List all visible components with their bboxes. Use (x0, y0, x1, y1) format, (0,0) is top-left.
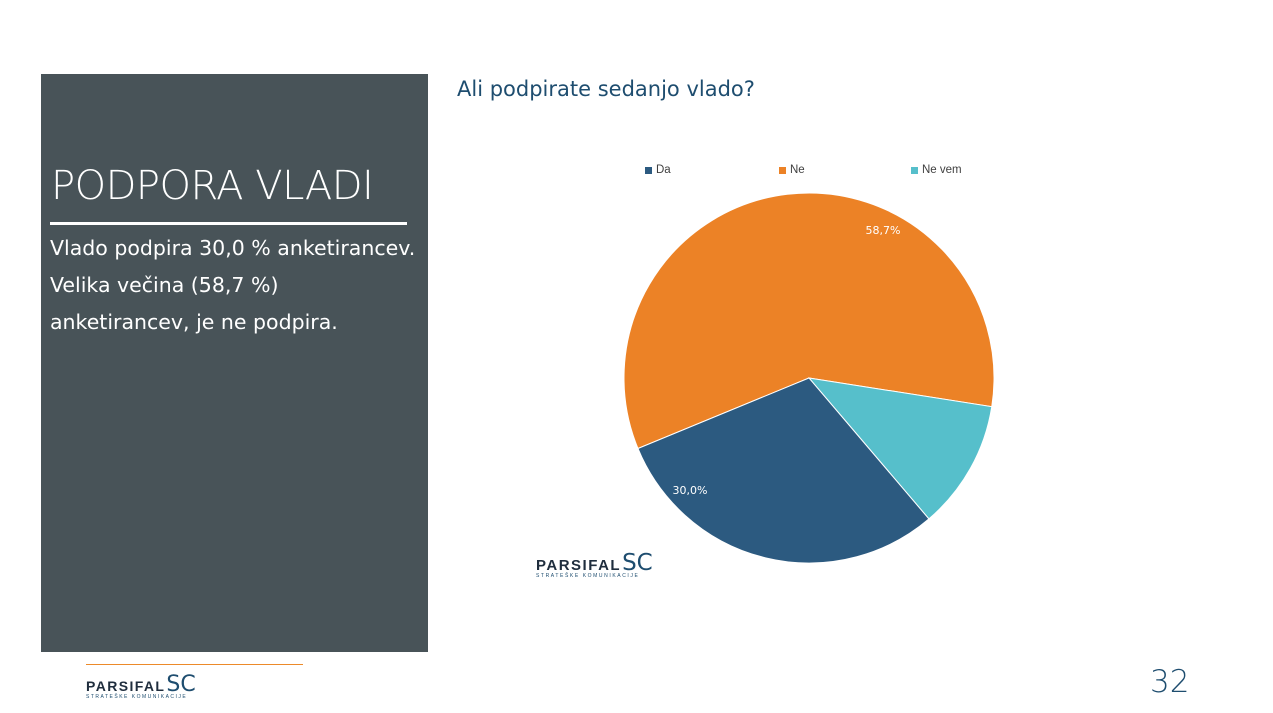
slice-ne-vem (807, 377, 993, 520)
chart-logo: PARSIFAL SC STRATEŠKE KOMUNIKACIJE (536, 550, 653, 580)
logo-tagline: STRATEŠKE KOMUNIKACIJE (86, 694, 188, 700)
legend-item-da: Da (645, 164, 671, 176)
logo-wordmark: PARSIFAL (536, 557, 622, 574)
label-da: 30,0% (673, 484, 708, 497)
legend-label: Ne vem (922, 164, 962, 176)
slice-da (637, 377, 930, 564)
panel-title: PODPORA VLADI (51, 163, 374, 209)
footer-divider (86, 664, 303, 665)
page-number: 32 (1150, 664, 1190, 700)
footer-logo: PARSIFAL SC STRATEŠKE KOMUNIKACIJE (86, 672, 196, 701)
legend-item-ne-vem: Ne vem (911, 164, 962, 176)
legend-label: Da (656, 164, 671, 176)
title-panel: PODPORA VLADI Vlado podpira 30,0 % anket… (41, 74, 428, 652)
logo-wordmark: PARSIFAL (86, 678, 166, 694)
slice-ne (623, 192, 995, 450)
logo-suffix: SC (166, 672, 196, 697)
legend-swatch (911, 166, 918, 174)
legend-item-ne: Ne (779, 164, 805, 176)
panel-description: Vlado podpira 30,0 % anketirancev. Velik… (50, 236, 416, 334)
legend-swatch (645, 166, 652, 174)
logo-suffix: SC (622, 550, 653, 576)
title-underline (50, 222, 407, 225)
chart-title: Ali podpirate sedanjo vlado? (457, 77, 755, 101)
logo-tagline: STRATEŠKE KOMUNIKACIJE (536, 573, 640, 579)
legend-label: Ne (790, 164, 805, 176)
legend-swatch (779, 166, 786, 174)
label-ne: 58,7% (866, 224, 901, 237)
